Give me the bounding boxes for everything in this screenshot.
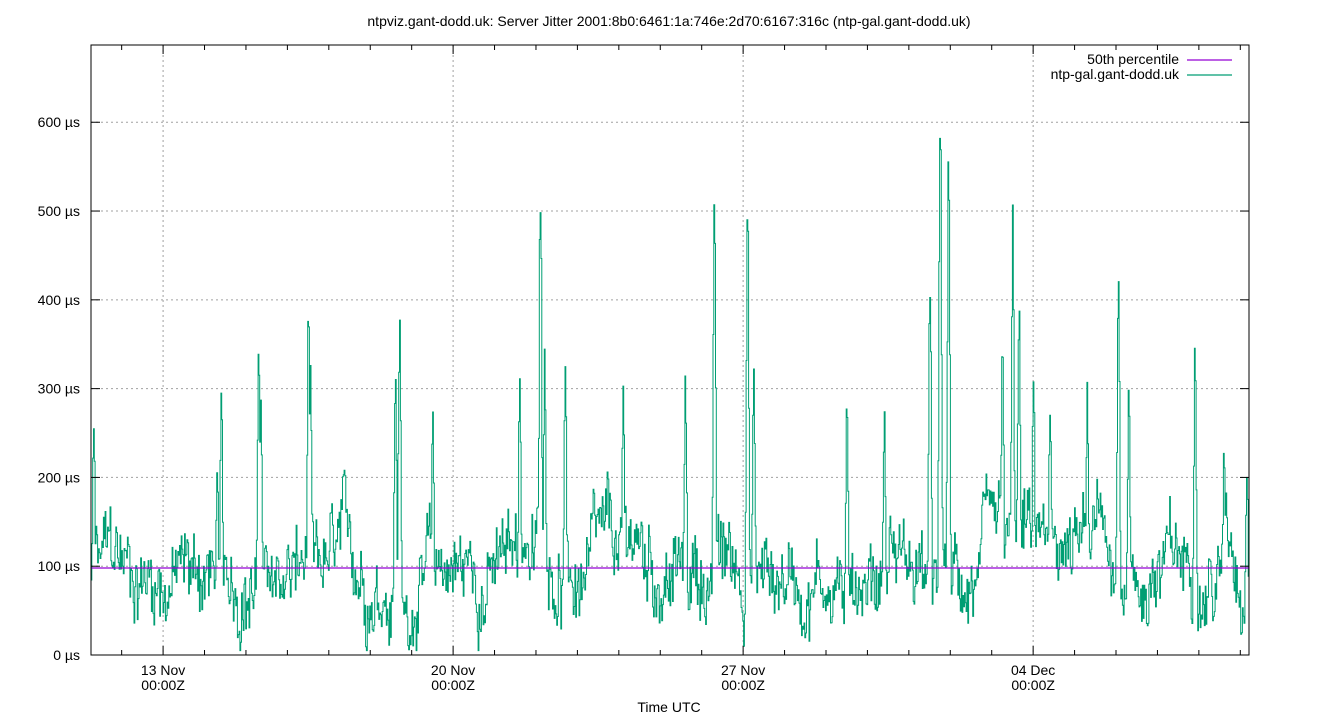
y-tick-label: 100 µs — [38, 558, 80, 574]
x-tick-label-date: 04 Dec — [1011, 662, 1055, 678]
x-tick-label-time: 00:00Z — [141, 677, 185, 693]
x-tick-label-time: 00:00Z — [1011, 677, 1055, 693]
x-tick-label-date: 13 Nov — [141, 662, 185, 678]
y-axis-tick-labels: 0 µs 100 µs 200 µs 300 µs 400 µs 500 µs 600 µs — [38, 114, 80, 663]
axes — [90, 44, 1250, 656]
y-tick-label: 500 µs — [38, 203, 80, 219]
plot-area — [91, 137, 1250, 652]
plot-border — [90, 44, 1250, 656]
x-axis-label: Time UTC — [637, 699, 700, 715]
y-tick-label: 600 µs — [38, 114, 80, 130]
series-ntp-gal-jitter — [91, 137, 1250, 652]
x-tick-label-time: 00:00Z — [431, 677, 475, 693]
chart-title: ntpviz.gant-dodd.uk: Server Jitter 2001:… — [367, 13, 970, 29]
y-tick-label: 200 µs — [38, 469, 80, 485]
legend-label-50th-percentile: 50th percentile — [1087, 51, 1179, 67]
x-tick-label-time: 00:00Z — [721, 677, 765, 693]
x-tick-label-date: 27 Nov — [721, 662, 765, 678]
legend: 50th percentile ntp-gal.gant-dodd.uk — [1051, 51, 1232, 82]
y-tick-label: 0 µs — [53, 647, 80, 663]
y-tick-label: 300 µs — [38, 381, 80, 397]
x-tick-label-date: 20 Nov — [431, 662, 475, 678]
legend-label-ntp-gal: ntp-gal.gant-dodd.uk — [1051, 66, 1180, 82]
y-tick-label: 400 µs — [38, 292, 80, 308]
